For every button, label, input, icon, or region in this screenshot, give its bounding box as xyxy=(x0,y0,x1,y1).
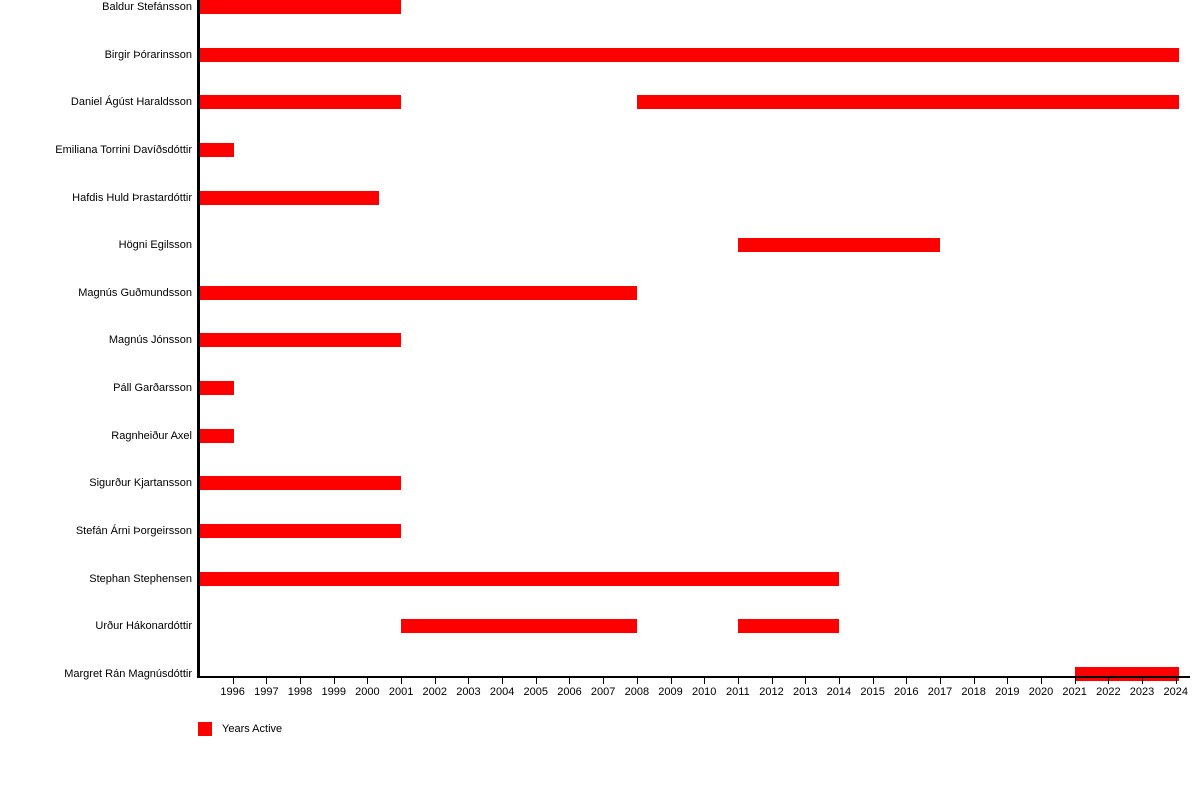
x-tick xyxy=(636,678,638,684)
x-tick xyxy=(468,678,470,684)
row-label: Birgir Þórarinsson xyxy=(104,48,192,61)
x-tick-label: 2013 xyxy=(792,686,818,698)
x-tick-label: 2014 xyxy=(826,686,852,698)
x-tick-label: 2011 xyxy=(726,686,750,698)
x-tick xyxy=(569,678,571,684)
x-tick xyxy=(1074,678,1076,684)
legend-swatch-years-active xyxy=(198,722,212,736)
x-tick-label: 2001 xyxy=(388,686,414,698)
x-tick xyxy=(906,678,908,684)
x-tick xyxy=(1108,678,1110,684)
legend-label: Years Active xyxy=(222,723,283,735)
x-tick xyxy=(805,678,807,684)
x-tick xyxy=(1175,678,1177,684)
x-tick-label: 2005 xyxy=(523,686,549,698)
years-active-bar xyxy=(199,47,1180,62)
x-tick-label: 1999 xyxy=(321,686,346,698)
years-active-bar xyxy=(199,0,402,14)
years-active-bar xyxy=(401,619,637,634)
x-tick xyxy=(939,678,941,684)
years-active-bar xyxy=(199,571,839,586)
x-tick-label: 2015 xyxy=(860,686,885,698)
x-tick xyxy=(737,678,739,684)
x-tick-label: 2022 xyxy=(1096,686,1121,698)
x-tick xyxy=(367,678,369,684)
x-tick-label: 2002 xyxy=(422,686,447,698)
row-label: Stefán Árni Þorgeirsson xyxy=(75,524,192,537)
years-active-bar xyxy=(737,238,940,253)
x-tick xyxy=(872,678,874,684)
row-label: Högni Egilsson xyxy=(118,239,192,252)
row-label: Magnús Jónsson xyxy=(108,334,192,347)
row-label: Ragnheiður Axel xyxy=(111,429,192,442)
x-tick-label: 2021 xyxy=(1062,686,1087,698)
row-label: Margret Rán Magnúsdóttir xyxy=(64,667,192,680)
x-tick-label: 2004 xyxy=(489,686,515,698)
years-active-bar xyxy=(199,476,402,491)
x-tick-label: 2000 xyxy=(355,686,380,698)
row-label: Sigurður Kjartansson xyxy=(89,477,192,490)
row-label: Magnús Guðmundsson xyxy=(78,286,192,299)
x-tick xyxy=(603,678,605,684)
years-active-bar xyxy=(199,523,402,538)
row-label: Emiliana Torrini Davíðsdóttir xyxy=(55,143,192,156)
x-tick xyxy=(266,678,268,684)
years-active-bar xyxy=(199,428,235,443)
years-active-bar xyxy=(199,285,637,300)
x-axis-line xyxy=(197,676,1190,678)
x-tick xyxy=(670,678,672,684)
x-tick-label: 2024 xyxy=(1163,686,1188,698)
x-tick-label: 1996 xyxy=(220,686,245,698)
x-tick-label: 2012 xyxy=(759,686,784,698)
x-tick xyxy=(1041,678,1042,684)
row-label: Baldur Stefánsson xyxy=(102,1,192,13)
x-tick xyxy=(434,678,436,684)
row-label: Daniel Ágúst Haraldsson xyxy=(70,96,192,109)
row-label: Urður Hákonardóttir xyxy=(95,620,192,633)
x-tick xyxy=(502,678,504,684)
x-tick-label: 2017 xyxy=(927,686,953,698)
row-label: Stephan Stephensen xyxy=(89,572,192,585)
years-active-bar xyxy=(199,333,402,348)
x-tick xyxy=(535,678,537,684)
x-tick-label: 2003 xyxy=(456,686,481,698)
years-active-bar xyxy=(1074,666,1180,681)
x-tick xyxy=(300,678,302,684)
x-tick-label: 2007 xyxy=(590,686,616,698)
row-label: Hafdis Huld Þrastardóttir xyxy=(72,191,192,204)
x-tick-label: 2020 xyxy=(1028,686,1054,698)
years-active-bar xyxy=(199,190,380,205)
x-tick-label: 2016 xyxy=(894,686,919,698)
x-tick-label: 1997 xyxy=(254,686,279,698)
x-tick-label: 2010 xyxy=(691,686,717,698)
x-tick xyxy=(1142,678,1144,684)
years-active-bar xyxy=(636,95,1180,110)
x-tick-label: 2023 xyxy=(1129,686,1155,698)
years-active-bar xyxy=(199,95,402,110)
x-tick-label: 2008 xyxy=(624,686,650,698)
x-tick-label: 2006 xyxy=(557,686,582,698)
years-active-bar xyxy=(199,142,235,157)
x-tick-label: 1998 xyxy=(287,686,313,698)
years-active-bar xyxy=(199,381,235,396)
row-label: Páll Garðarsson xyxy=(113,382,192,395)
x-tick-label: 2009 xyxy=(658,686,683,698)
x-tick xyxy=(771,678,773,684)
x-tick xyxy=(838,678,840,684)
legend: Years Active xyxy=(198,722,282,736)
x-tick xyxy=(401,678,403,684)
x-tick xyxy=(704,678,706,684)
x-tick xyxy=(232,678,234,684)
x-tick xyxy=(973,678,975,684)
x-tick-label: 2019 xyxy=(995,686,1020,698)
x-tick xyxy=(333,678,335,684)
x-tick xyxy=(1007,678,1009,684)
y-axis-line xyxy=(197,0,200,677)
x-tick-label: 2018 xyxy=(961,686,986,698)
years-active-bar xyxy=(737,619,839,634)
